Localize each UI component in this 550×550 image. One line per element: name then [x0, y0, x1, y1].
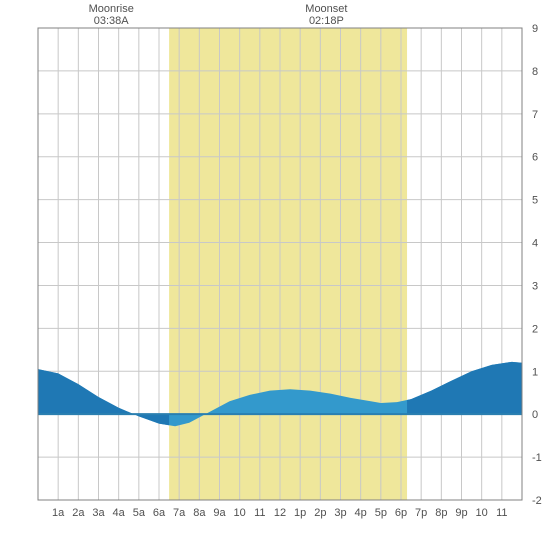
x-tick-label: 5a [133, 507, 146, 519]
y-tick-label: -1 [532, 452, 542, 464]
x-tick-label: 3p [334, 507, 346, 519]
grid [38, 28, 522, 500]
y-tick-label: 7 [532, 109, 538, 121]
x-tick-label: 2p [314, 507, 326, 519]
x-tick-label: 2a [72, 507, 85, 519]
x-tick-label: 6a [153, 507, 166, 519]
x-tick-label: 9p [455, 507, 467, 519]
y-tick-label: 0 [532, 409, 538, 421]
x-tick-label: 1a [52, 507, 65, 519]
x-tick-label: 5p [375, 507, 387, 519]
y-tick-label: 8 [532, 66, 538, 78]
x-tick-label: 11 [254, 507, 265, 519]
moonrise-time: 03:38A [94, 15, 130, 27]
tide-chart: 1a2a3a4a5a6a7a8a9a1011121p2p3p4p5p6p7p8p… [0, 0, 550, 550]
y-tick-label: -2 [532, 495, 542, 507]
moonset-time: 02:18P [309, 15, 344, 27]
x-tick-label: 11 [496, 507, 507, 519]
x-tick-label: 4a [113, 507, 126, 519]
y-tick-label: 6 [532, 152, 538, 164]
x-tick-label: 7p [415, 507, 427, 519]
x-tick-label: 7a [173, 507, 186, 519]
daylight-band [169, 28, 407, 500]
x-tick-label: 8a [193, 507, 206, 519]
tide-area-dark-right [407, 362, 522, 414]
y-tick-label: 3 [532, 280, 538, 292]
x-tick-label: 9a [213, 507, 226, 519]
y-tick-label: 5 [532, 195, 538, 207]
x-tick-label: 10 [476, 507, 488, 519]
x-tick-label: 1p [294, 507, 306, 519]
x-tick-label: 12 [274, 507, 286, 519]
chart-svg: 1a2a3a4a5a6a7a8a9a1011121p2p3p4p5p6p7p8p… [0, 0, 550, 550]
y-tick-label: 9 [532, 23, 538, 35]
moonset-title: Moonset [305, 3, 347, 15]
x-tick-label: 10 [234, 507, 246, 519]
tide-area-dark-left [38, 369, 169, 425]
y-tick-label: 4 [532, 238, 538, 250]
y-tick-label: 1 [532, 366, 538, 378]
x-tick-label: 4p [355, 507, 367, 519]
x-tick-label: 8p [435, 507, 447, 519]
x-tick-label: 3a [92, 507, 105, 519]
y-tick-label: 2 [532, 323, 538, 335]
x-tick-label: 6p [395, 507, 407, 519]
moonrise-title: Moonrise [89, 3, 134, 15]
